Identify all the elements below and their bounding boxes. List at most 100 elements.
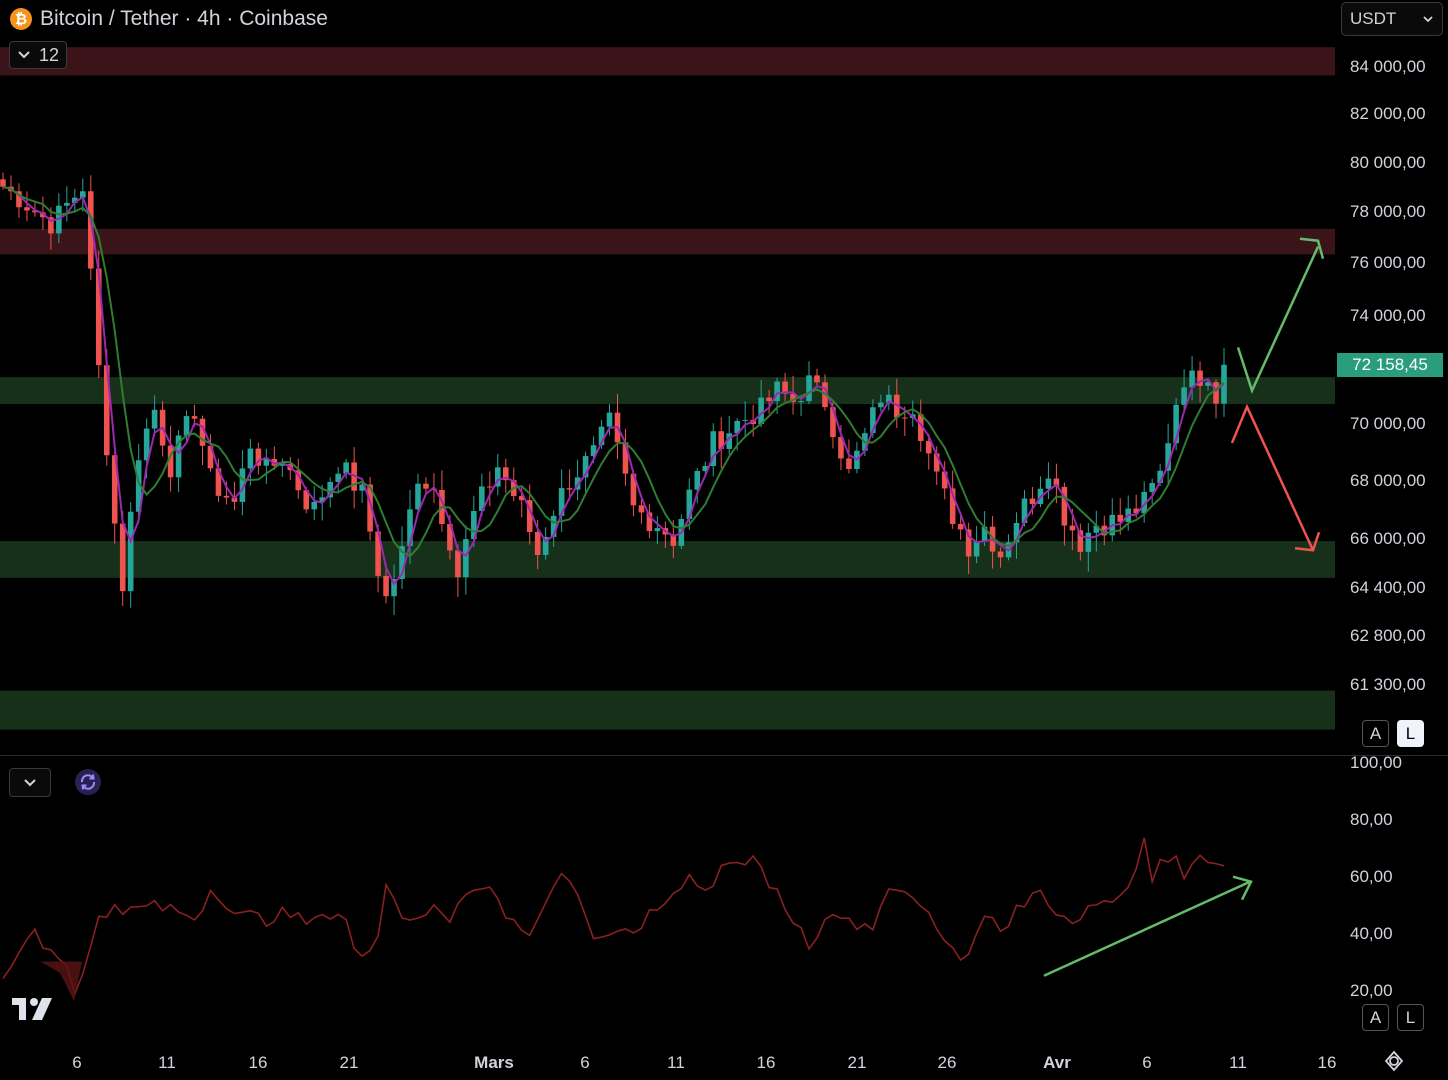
candle-body	[447, 524, 453, 551]
candle-body	[151, 409, 158, 429]
time-tick-label: 16	[1318, 1053, 1337, 1072]
candle-body	[407, 509, 413, 547]
rsi-tick-label: 20,00	[1350, 981, 1393, 1000]
collapse-indicator-pane-button[interactable]	[9, 768, 51, 797]
candle-body	[327, 481, 333, 498]
chart-title[interactable]: Bitcoin / Tether · 4h · Coinbase	[40, 7, 328, 30]
price-tick-label: 84 000,00	[1350, 57, 1426, 76]
candle-body	[1133, 508, 1140, 514]
time-tick-label: 26	[938, 1053, 957, 1072]
candle-body	[870, 407, 876, 434]
bearish-arrow-head	[1294, 531, 1321, 552]
bitcoin-icon: ₿	[10, 8, 32, 30]
candle-body	[981, 526, 988, 542]
time-tick-label: 11	[667, 1053, 685, 1072]
time-tick-label: 16	[757, 1053, 776, 1072]
price-tick-label: 74 000,00	[1350, 306, 1426, 325]
resistance-zone-0	[0, 47, 1335, 76]
price-axis[interactable]: 84 000,00 82 000,00 80 000,00 78 000,00 76 0…	[1350, 57, 1426, 694]
candle-body	[558, 488, 565, 516]
rsi-axis[interactable]: 100,00 80,00 60,00 40,00 20,00	[1350, 753, 1402, 1000]
candle-body	[894, 394, 900, 418]
candle-body	[479, 486, 485, 511]
candle-body	[1117, 514, 1124, 522]
candle-body	[167, 445, 174, 478]
candle-body	[526, 500, 533, 533]
candle-body	[1069, 525, 1076, 531]
rsi-tick-label: 40,00	[1350, 924, 1393, 943]
candle-body	[247, 448, 254, 469]
candle-body	[1165, 443, 1171, 471]
candle-body	[846, 458, 852, 469]
candle-body	[1141, 491, 1147, 514]
candle-body	[638, 505, 645, 513]
auto-scale-button[interactable]: A	[1362, 720, 1389, 747]
price-tick-label: 64 400,00	[1350, 578, 1426, 597]
candle-body	[710, 431, 717, 467]
indicator-count: 12	[38, 44, 60, 65]
rsi-tick-label: 60,00	[1350, 867, 1393, 886]
tradingview-logo-icon	[12, 998, 52, 1020]
candle-body	[319, 497, 326, 502]
candle-body	[646, 512, 653, 532]
candle-body	[550, 515, 557, 537]
candle-body	[734, 420, 740, 434]
candle-body	[1173, 404, 1179, 444]
time-tick-label: 21	[340, 1053, 359, 1072]
rsi-indicator	[2, 837, 1253, 1002]
candle-body	[790, 393, 796, 403]
candle-body	[917, 414, 924, 441]
chevron-down-icon	[24, 778, 36, 786]
candle-body	[1029, 498, 1036, 504]
log-scale-button[interactable]: L	[1397, 720, 1424, 747]
pane-divider[interactable]	[0, 755, 1448, 756]
candle-body	[590, 445, 597, 457]
candle-body	[207, 445, 214, 469]
candle-body	[806, 375, 812, 402]
projection-arrows	[1230, 237, 1325, 552]
candle-body	[973, 541, 980, 557]
resistance-zone-1	[0, 228, 1335, 255]
oversold-fill	[40, 961, 82, 1002]
candle-body	[941, 471, 948, 489]
collapse-indicators-button[interactable]: 12	[9, 41, 67, 69]
price-tick-label: 76 000,00	[1350, 253, 1426, 272]
ma-fast-line	[2, 185, 1225, 586]
candle-body	[463, 539, 469, 578]
currency-selector[interactable]: USDT	[1341, 2, 1443, 36]
price-tick-label: 66 000,00	[1350, 529, 1426, 548]
candle-body	[782, 381, 788, 394]
candle-body	[726, 433, 733, 449]
candle-body	[72, 197, 78, 203]
candle-body	[32, 210, 38, 213]
currency-value: USDT	[1350, 9, 1397, 28]
candle-body	[622, 442, 629, 474]
last-price-label: 72 158,45	[1337, 353, 1443, 377]
time-axis[interactable]: 6 11 16 21 Mars 6 11 16 21 26 Avr 6 11 16	[72, 1053, 1336, 1072]
bearish-arrow	[1230, 403, 1315, 551]
candle-body	[686, 489, 693, 520]
candle-body	[598, 426, 605, 446]
candle-body	[40, 212, 46, 218]
candle-body	[1149, 483, 1155, 492]
candle-body	[239, 468, 246, 502]
candle-body	[878, 402, 884, 408]
candle-body	[367, 484, 373, 532]
settings-gear-icon[interactable]	[1383, 1050, 1405, 1072]
candle-body	[933, 453, 940, 472]
indicator-refresh-icon[interactable]	[75, 769, 101, 795]
candle-body	[1181, 387, 1187, 405]
candle-body	[143, 428, 150, 461]
time-tick-label: 6	[72, 1053, 81, 1072]
candle-body	[343, 462, 349, 474]
rsi-log-scale-button[interactable]: L	[1397, 1004, 1424, 1031]
candle-body	[1189, 370, 1195, 388]
moving-averages	[2, 185, 1225, 586]
candle-body	[1013, 523, 1020, 543]
candle-body	[375, 531, 381, 576]
rsi-trend-arrow-head	[1232, 875, 1253, 901]
rsi-auto-scale-button[interactable]: A	[1362, 1004, 1389, 1031]
candle-body	[1061, 486, 1068, 526]
rsi-tick-label: 80,00	[1350, 810, 1393, 829]
